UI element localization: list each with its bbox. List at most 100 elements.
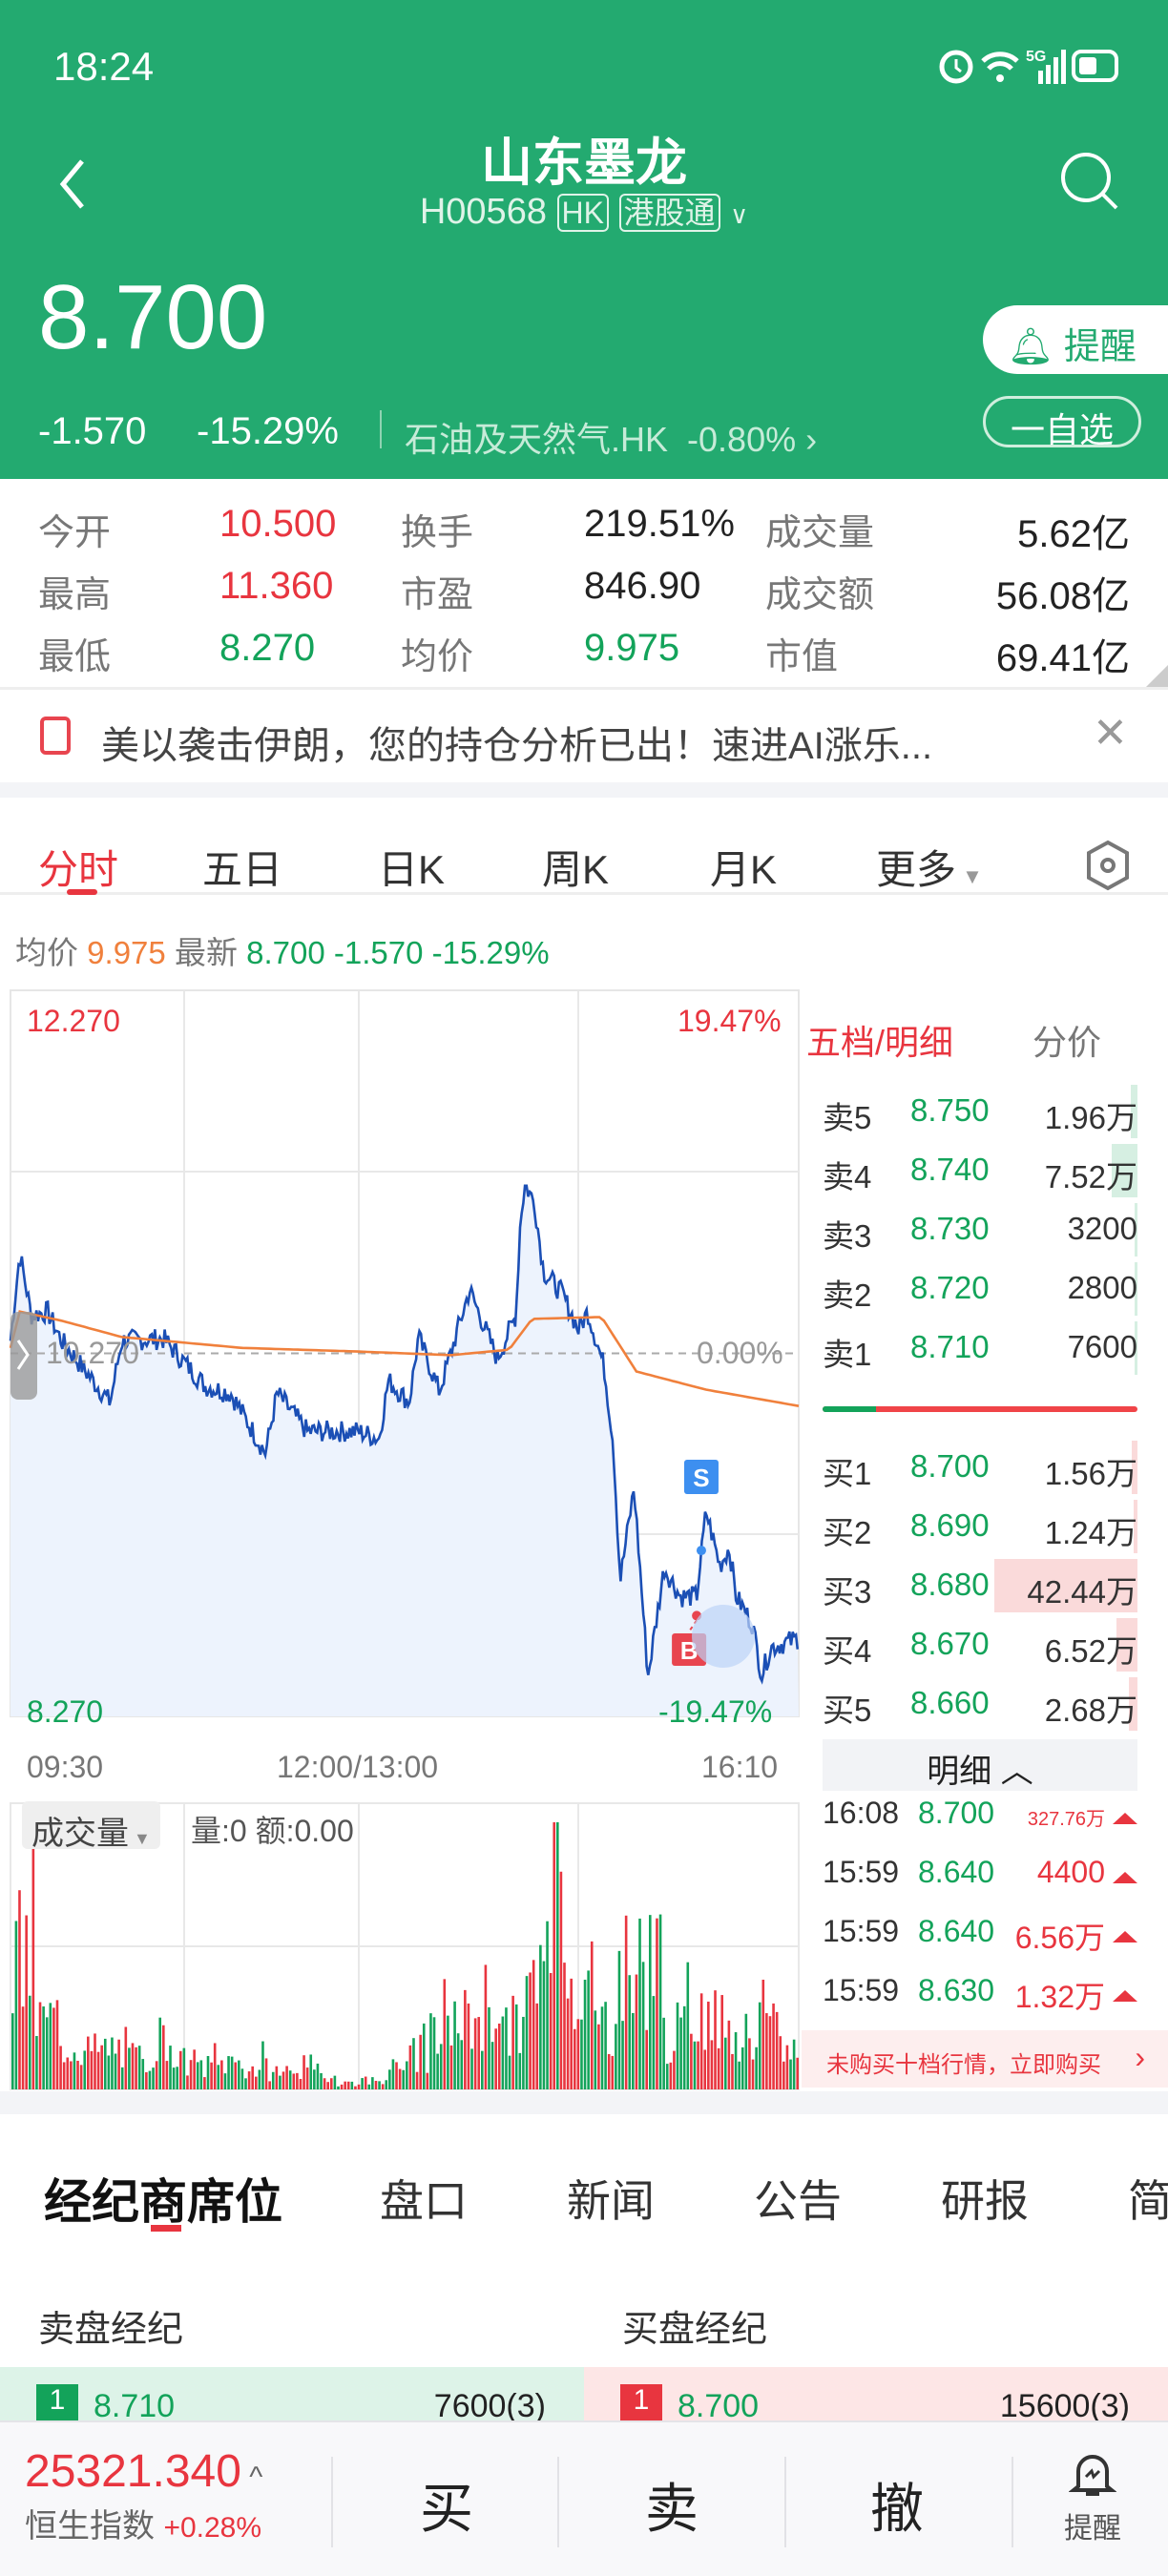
tab-intraday[interactable]: 分时 [38,847,119,892]
volume-bar [453,2001,456,2089]
bids-row[interactable]: 买3 8.680 42.44万 [823,1559,1137,1612]
watchlist-button[interactable]: 一自选 [983,396,1141,449]
stat-label: 成交量 [765,513,875,553]
volume-bar [292,2073,296,2089]
stat-mktcap: 69.41亿 [995,637,1130,679]
search-icon[interactable] [1059,151,1122,218]
volume-bar [615,2024,617,2089]
sell-marker [683,1460,719,1494]
volume-bar [258,2069,261,2089]
network-label: 5G [1026,49,1046,65]
stock-code-line[interactable]: H00568 HK 港股通 ∨ [0,189,1168,233]
volume-bar [467,2003,470,2089]
volume-bar [354,2086,357,2089]
pct-max-label: 19.47% [678,1004,782,1038]
buy-button[interactable]: 买 [420,2479,473,2539]
market-badge: HK [556,194,609,232]
alert-button[interactable]: 🔔︎ 提醒 [983,305,1168,374]
volume-bar [145,2072,148,2089]
sector-percent: -0.80% [687,420,797,459]
volume-bar [1129,1677,1137,1731]
volume-bar [1116,1618,1137,1672]
tab-daily-k[interactable]: 日K [378,847,446,892]
volume-bar [658,1914,662,2089]
bids-row[interactable]: 买4 8.670 6.52万 [823,1618,1137,1672]
back-button[interactable] [57,157,86,216]
stat-open: 10.500 [219,503,337,545]
trade-price: 8.630 [918,1973,995,2007]
volume-bar [587,1970,590,2089]
volume-bar [775,2011,779,2089]
last-value: 8.700 [246,935,325,970]
volume-bar [686,1962,690,2089]
news-banner[interactable]: 美以袭击伊朗，您的持仓分析已出！速进AI涨乐... ✕ [0,690,1168,782]
settings-icon[interactable] [1084,840,1132,896]
trade-volume: 6.56万 [1014,1921,1105,1955]
stat-amount: 56.08亿 [995,575,1130,617]
detail-toggle[interactable]: 明细 ︿ [823,1739,1137,1791]
intraday-chart[interactable]: SB [0,983,802,2091]
stat-label: 市值 [765,637,839,677]
volume-bar [484,1964,488,2089]
volume-bar [432,2017,436,2089]
volume-bar [371,2077,374,2089]
tab-news[interactable]: 新闻 [567,2176,655,2226]
buy-broker-row[interactable]: 1 8.700 15600(3) [584,2367,1168,2424]
volume-bar [772,2003,775,2089]
tab-weekly-k[interactable]: 周K [542,847,610,892]
asks-row[interactable]: 卖3 8.730 3200 [823,1203,1137,1257]
bids-row[interactable]: 买2 8.690 1.24万 [823,1500,1137,1553]
volume-bar [128,2047,131,2089]
volume-bar [707,2001,710,2089]
volume-bar [247,2071,251,2089]
tab-five-day[interactable]: 五日 [202,847,283,892]
tab-more[interactable]: 更多 ▼ [876,838,983,896]
alert-footer-button[interactable]: 提醒 [1050,2450,1136,2546]
tab-price-distribution[interactable]: 分价 [1032,1023,1102,1062]
stat-turnover: 219.51% [584,503,735,545]
tab-profile[interactable]: 简 [1128,2176,1168,2226]
volume-bar [566,1998,570,2089]
tab-orderbook[interactable]: 五档/明细 [806,1023,954,1062]
bids-row[interactable]: 买1 8.700 1.56万 [823,1441,1137,1494]
volume-bar [522,2016,525,2089]
volume-bar [364,2076,367,2089]
level-price: 8.710 [910,1329,990,1364]
cancel-order-button[interactable]: 撤 [870,2479,924,2539]
close-icon[interactable]: ✕ [1093,710,1128,757]
volume-bar [761,1980,765,2089]
tab-market-depth[interactable]: 盘口 [380,2176,468,2226]
volume-bar [124,2026,128,2089]
volume-bar [464,1989,467,2089]
indicator-selector[interactable]: 成交量 ▼ [22,1801,160,1852]
x-label-close: 16:10 [701,1750,779,1784]
volume-bar [738,2061,740,2089]
volume-bar [388,2069,391,2089]
tab-research[interactable]: 研报 [941,2176,1029,2226]
volume-bar [635,1974,638,2089]
tab-announcements[interactable]: 公告 [754,2176,842,2226]
sell-point [696,1546,706,1556]
tab-brokers[interactable]: 经纪商席位 [44,2175,282,2229]
bids-row[interactable]: 买5 8.660 2.68万 [823,1677,1137,1731]
expand-corner[interactable] [1143,665,1168,690]
volume-bar [751,2059,755,2089]
volume-info: 量:0 额:0.00 [191,1814,354,1848]
volume-bar [600,2006,604,2089]
asks-row[interactable]: 卖2 8.720 2800 [823,1262,1137,1316]
index-ticker[interactable]: 25321.340 ^ [25,2445,262,2498]
tab-monthly-k[interactable]: 月K [710,847,778,892]
sector-link[interactable]: 石油及天然气.HK -0.80% › [405,420,818,459]
up-arrow-icon [1113,1872,1137,1883]
asks-row[interactable]: 卖1 8.710 7600 [823,1321,1137,1375]
volume-bar [1112,1144,1137,1197]
asks-row[interactable]: 卖5 8.750 1.96万 [823,1085,1137,1138]
sell-broker-row[interactable]: 1 8.710 7600(3) [0,2367,584,2424]
volume-bar [230,2056,234,2089]
stat-label: 市盈 [401,575,474,615]
upgrade-promo[interactable]: 未购买十档行情，立即购买 › [802,2030,1168,2088]
asks-row[interactable]: 卖4 8.740 7.52万 [823,1144,1137,1197]
x-label-open: 09:30 [27,1750,104,1784]
level-label: 买3 [823,1574,872,1610]
sell-button[interactable]: 卖 [645,2479,699,2539]
